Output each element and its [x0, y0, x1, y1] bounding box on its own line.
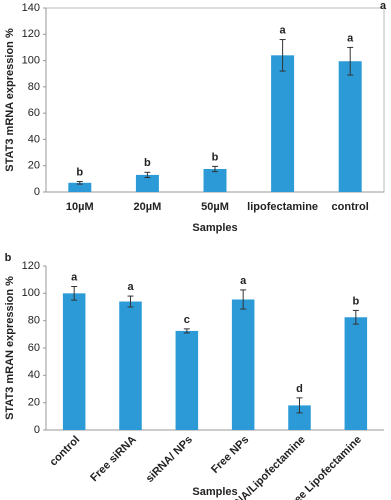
y-tick-label: 20	[28, 397, 40, 409]
bar	[271, 55, 295, 192]
y-axis-label: STAT3 mRNA expression %	[4, 28, 16, 172]
y-tick-label: 120	[22, 28, 40, 40]
significance-letter: b	[352, 295, 359, 307]
y-tick-label: 60	[28, 107, 40, 119]
bar	[62, 293, 86, 430]
x-tick-label: Free siRNA	[88, 434, 138, 484]
x-tick-label: control	[47, 434, 82, 469]
significance-letter: a	[240, 275, 247, 287]
bar	[119, 301, 142, 430]
x-tick-label: siRNA/ NPs	[144, 434, 195, 485]
significance-letter: b	[212, 151, 219, 163]
x-tick-label: 10µM	[66, 201, 94, 213]
bar	[344, 317, 368, 430]
x-axis-label: Samples	[192, 486, 237, 498]
y-tick-label: 100	[22, 287, 40, 299]
significance-letter: a	[347, 32, 354, 44]
bar	[338, 61, 362, 192]
panel-label: b	[5, 252, 12, 264]
panel-label: a	[380, 0, 387, 12]
y-tick-label: 40	[28, 133, 40, 145]
x-tick-label: 50µM	[201, 201, 229, 213]
significance-letter: a	[71, 271, 78, 283]
x-tick-label: Free NPs	[209, 434, 251, 476]
y-tick-label: 60	[28, 342, 40, 354]
significance-letter: a	[127, 281, 134, 293]
bar	[288, 405, 311, 430]
bar	[231, 299, 255, 430]
x-tick-label: 20µM	[134, 201, 162, 213]
x-tick-label: control	[332, 201, 369, 213]
y-tick-label: 120	[22, 260, 40, 272]
plot-frame	[45, 7, 385, 193]
bar	[175, 330, 199, 430]
significance-letter: b	[144, 157, 151, 169]
bar	[68, 182, 92, 192]
significance-letter: d	[296, 383, 303, 395]
significance-letter: b	[76, 166, 83, 178]
y-tick-label: 20	[28, 160, 40, 172]
y-axis-label: STAT3 mRAN expression %	[4, 276, 16, 420]
y-tick-label: 140	[22, 2, 40, 14]
y-tick-label: 80	[28, 315, 40, 327]
y-tick-label: 80	[28, 81, 40, 93]
significance-letter: c	[184, 314, 190, 326]
bar	[135, 174, 159, 192]
y-tick-label: 40	[28, 369, 40, 381]
bar	[203, 169, 227, 192]
y-tick-label: 0	[34, 186, 40, 198]
x-tick-label: lipofectamine	[247, 201, 318, 213]
y-tick-label: 100	[22, 54, 40, 66]
significance-letter: a	[280, 24, 287, 36]
x-axis-label: Samples	[192, 222, 237, 234]
y-tick-label: 0	[34, 424, 40, 436]
